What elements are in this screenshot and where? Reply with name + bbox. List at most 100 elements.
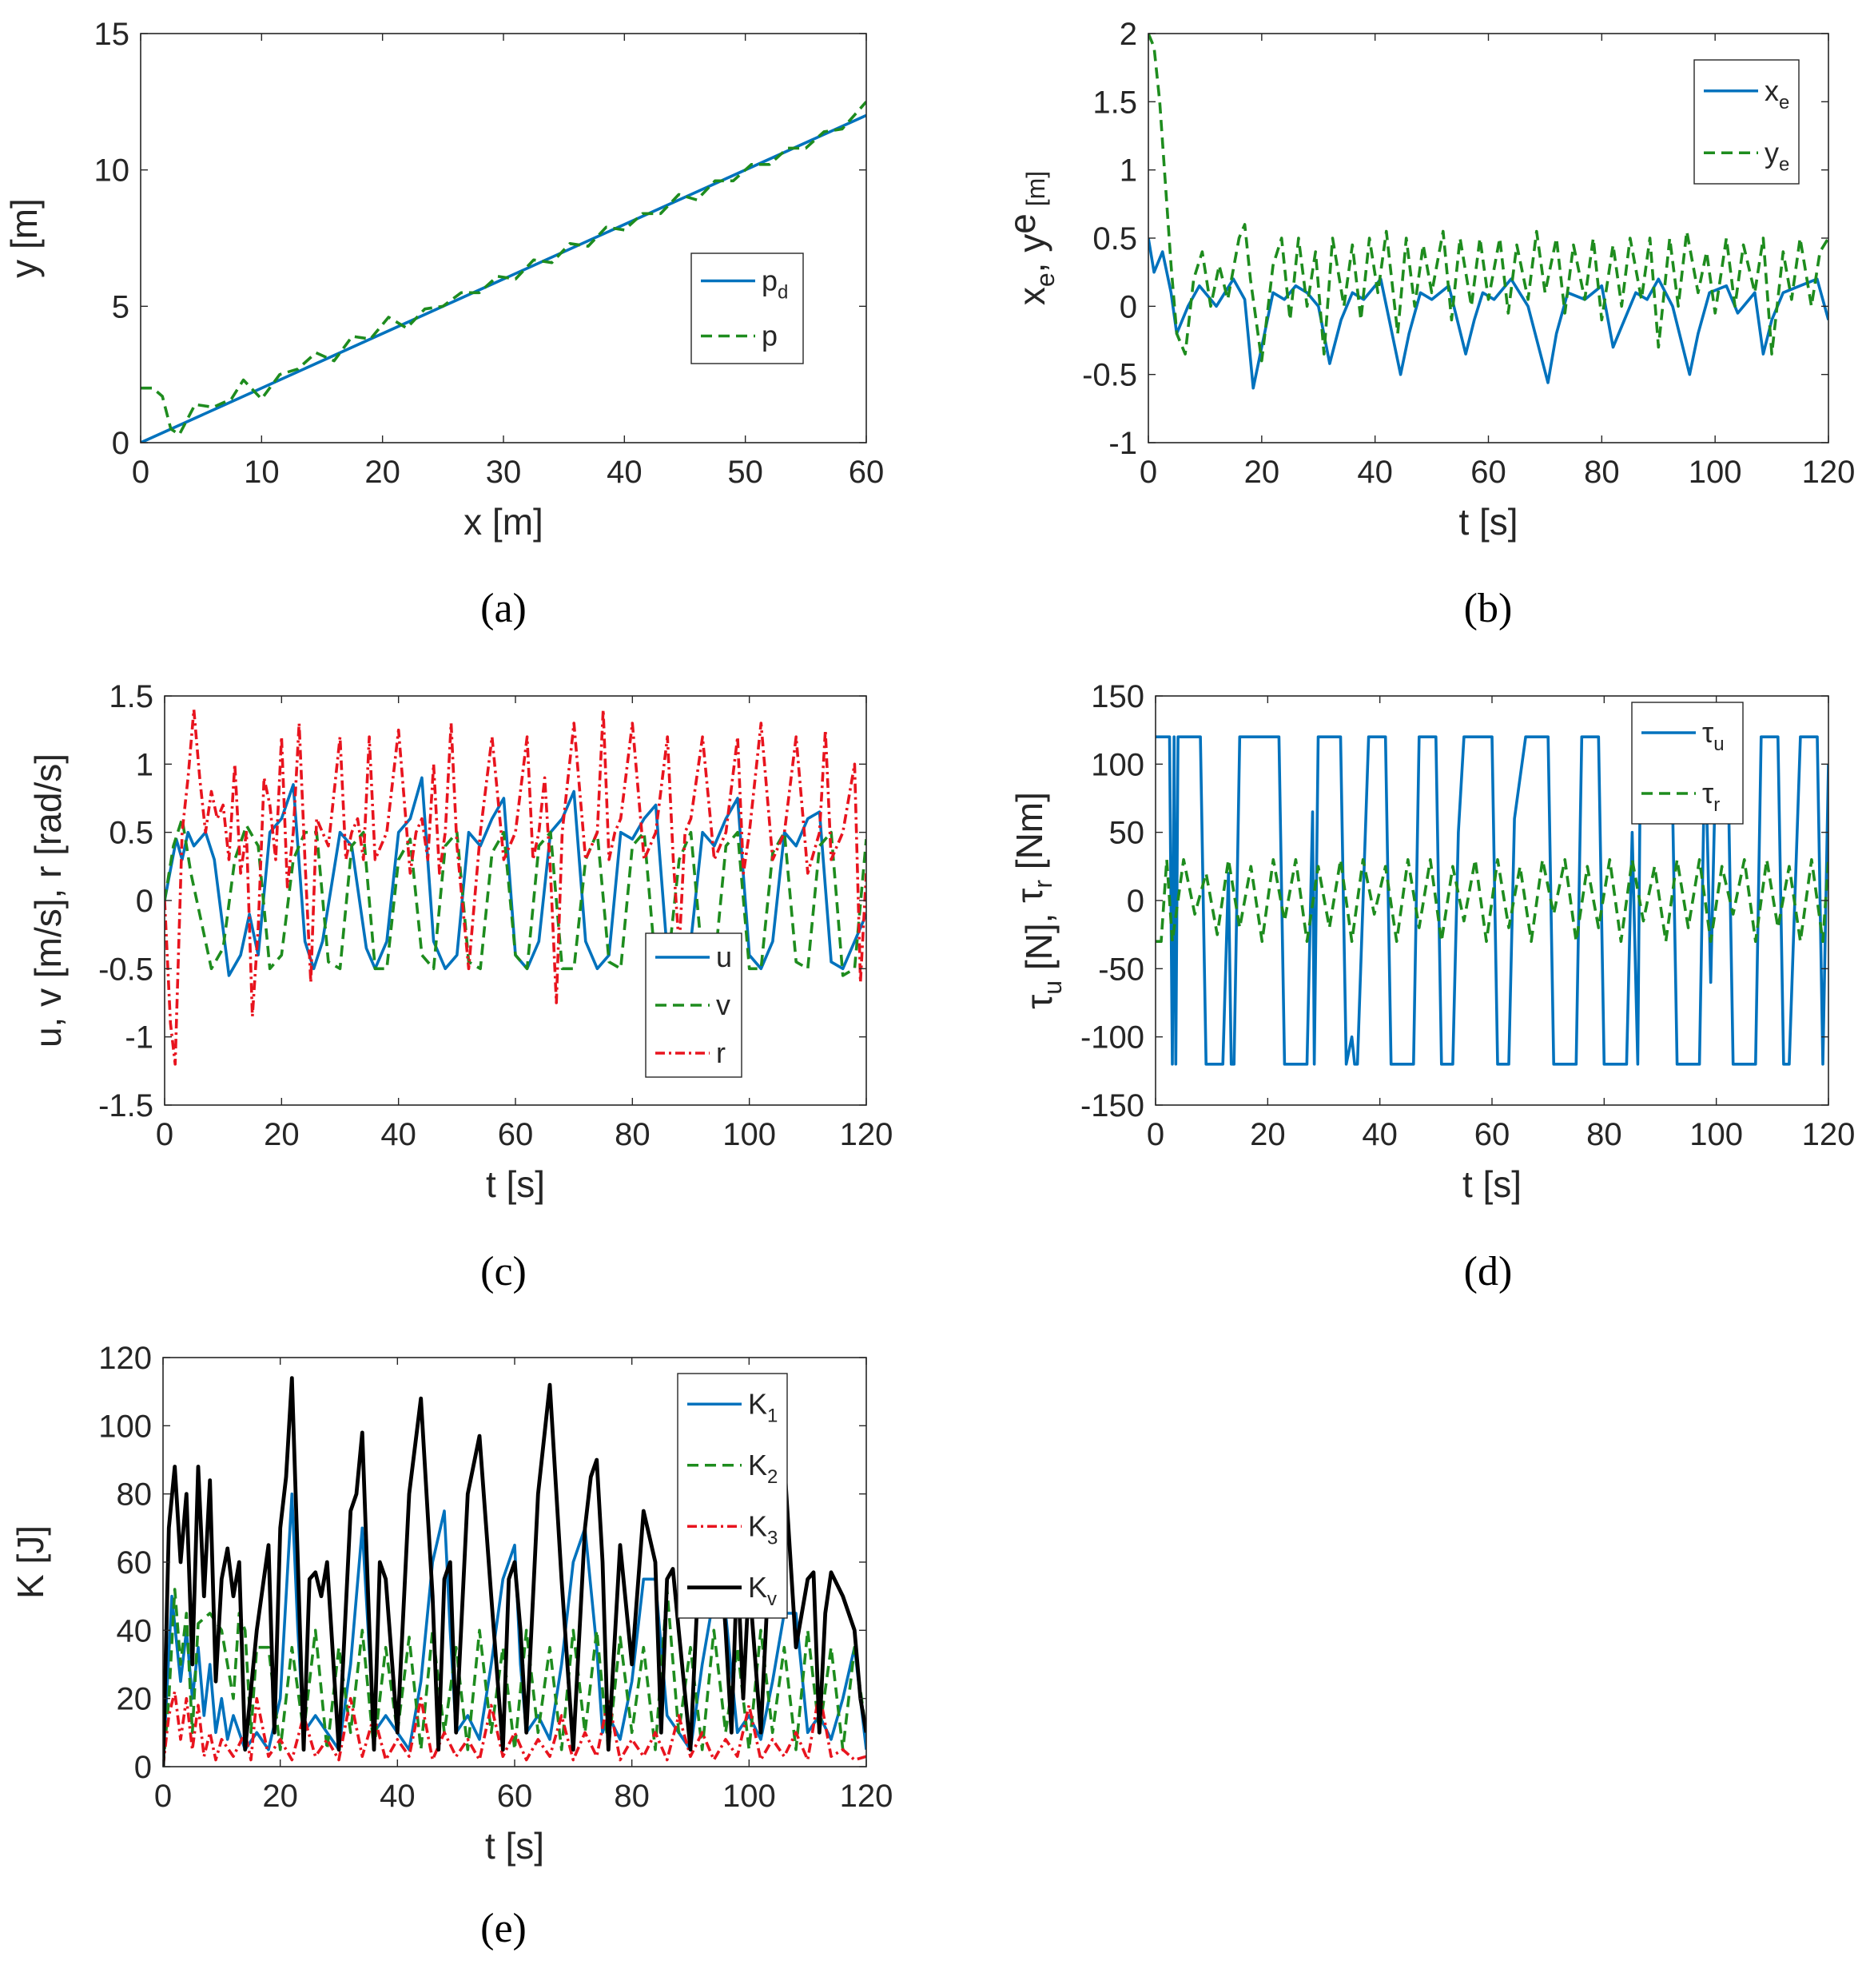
x-tick-label: 80	[614, 1779, 650, 1814]
legend-label-K_3: K3	[748, 1509, 778, 1549]
x-tick-label: 120	[1802, 1117, 1856, 1152]
legend-box	[1631, 702, 1744, 825]
x-tick-label: 100	[722, 1117, 776, 1152]
y-tick-label: 80	[117, 1477, 153, 1513]
panel-d: 0 20 40 60 80 100 120 -150 -100 -50 0 50 100 150 t [s]…	[1009, 679, 1855, 1294]
x-tick-label: 10	[244, 455, 280, 490]
x-axis-label: t [s]	[1462, 1163, 1522, 1205]
y-tick-label: 0	[112, 426, 129, 461]
y-tick-label: -1	[125, 1020, 153, 1056]
x-tick-label: 80	[1586, 1117, 1622, 1152]
panel-c: 0 20 40 60 80 100 120 -1.5 -1 -0.5 0 0.5 1 1.5 t [s] u,…	[27, 679, 893, 1294]
legend-box	[1693, 59, 1800, 185]
legend-box	[690, 252, 804, 364]
legend-label-x_e: xe	[1765, 74, 1789, 113]
x-tick-label: 20	[264, 1117, 300, 1152]
x-axis-label: t [s]	[1458, 501, 1518, 543]
panel-b: 0 20 40 60 80 100 120 -1 -0.5 0 0.5 1 1.5 2 t [s] xe, y…	[1001, 17, 1855, 631]
y-tick-label: 40	[117, 1613, 153, 1648]
series-K_3	[163, 1690, 866, 1767]
x-tick-label: 120	[1802, 455, 1856, 490]
y-tick-label: 0	[134, 1750, 152, 1785]
legend: xe ye	[1693, 59, 1800, 185]
legend-label-tau_r: τr	[1702, 777, 1720, 816]
legend-label-K_1: K1	[748, 1387, 778, 1426]
x-tick-label: 60	[849, 455, 885, 490]
x-tick-label: 100	[722, 1779, 776, 1814]
x-tick-label: 40	[1357, 455, 1393, 490]
legend-label-p_d: pd	[762, 264, 788, 304]
series-x_e	[1148, 237, 1828, 390]
legend-label-p: p	[762, 320, 778, 352]
y-tick-label: 0.5	[1092, 221, 1137, 256]
y-axis-label: y [m]	[3, 198, 45, 278]
y-tick-label: -0.5	[1082, 358, 1137, 393]
x-axis-label: x [m]	[464, 501, 543, 543]
x-tick-label: 40	[380, 1117, 416, 1152]
series-K_2	[163, 1588, 866, 1767]
y-axis-label: u, v [m/s], r [rad/s]	[27, 753, 69, 1048]
x-tick-label: 100	[1689, 455, 1742, 490]
y-tick-label: 20	[117, 1682, 153, 1717]
y-tick-label: -100	[1080, 1020, 1144, 1056]
x-tick-label: 60	[1474, 1117, 1510, 1152]
y-tick-label: 1	[136, 747, 153, 782]
x-tick-label: 0	[1140, 455, 1157, 490]
legend-label-r: r	[716, 1036, 726, 1069]
series-v	[165, 817, 866, 977]
plot-area	[165, 696, 866, 1105]
subfigure-label: (e)	[480, 1906, 527, 1951]
y-tick-label: 0	[1127, 884, 1144, 919]
y-axis-label: xe, ye [m]	[1001, 171, 1060, 305]
y-tick-label: 1	[1120, 153, 1137, 189]
x-axis-label: t [s]	[486, 1163, 545, 1205]
y-tick-label: 5	[112, 289, 129, 324]
x-tick-label: 40	[607, 455, 643, 490]
legend-label-K_2: K2	[748, 1449, 778, 1488]
subfigure-label: (a)	[480, 586, 527, 631]
y-tick-label: -150	[1080, 1088, 1144, 1123]
legend-label-u: u	[716, 940, 732, 973]
x-tick-label: 0	[156, 1117, 173, 1152]
legend-label-K_v: Kv	[748, 1571, 777, 1610]
y-tick-label: 0	[136, 884, 153, 919]
x-tick-label: 20	[1250, 1117, 1286, 1152]
x-tick-label: 120	[840, 1779, 893, 1814]
x-tick-label: 60	[1470, 455, 1506, 490]
subfigure-label: (d)	[1464, 1249, 1513, 1294]
x-tick-label: 60	[498, 1117, 534, 1152]
y-tick-label: -1	[1108, 426, 1137, 461]
y-tick-label: 50	[1109, 816, 1145, 851]
legend: pd p	[690, 252, 804, 364]
x-tick-label: 40	[1362, 1117, 1398, 1152]
legend: uvr	[645, 932, 742, 1078]
x-tick-label: 20	[1244, 455, 1280, 490]
y-tick-label: 10	[94, 153, 130, 189]
x-tick-label: 120	[840, 1117, 893, 1152]
legend: τu τr	[1631, 702, 1744, 825]
x-tick-label: 80	[1584, 455, 1620, 490]
y-tick-label: 0.5	[109, 816, 153, 851]
x-tick-label: 60	[497, 1779, 533, 1814]
x-tick-label: 80	[615, 1117, 651, 1152]
y-tick-label: 0	[1120, 289, 1137, 324]
x-tick-label: 0	[1147, 1117, 1164, 1152]
y-tick-label: -50	[1098, 952, 1144, 987]
subfigure-label: (c)	[480, 1249, 527, 1294]
panel-a: 0 10 20 30 40 50 60 0 5 10 15 x [m] y [m] pd p (a)	[3, 17, 884, 631]
series-p	[141, 101, 866, 436]
y-tick-label: 100	[1091, 747, 1144, 782]
y-axis-label: τu [N], τr [Nm]	[1009, 792, 1067, 1009]
x-axis-label: t [s]	[485, 1825, 544, 1867]
y-tick-label: 1.5	[109, 679, 153, 714]
y-tick-label: 1.5	[1092, 85, 1137, 120]
plot-area	[141, 34, 866, 443]
y-tick-label: 60	[117, 1545, 153, 1580]
x-tick-label: 0	[132, 455, 149, 490]
y-tick-label: 100	[98, 1409, 152, 1444]
series-r	[165, 708, 866, 1066]
subfigure-label: (b)	[1464, 586, 1513, 631]
x-tick-label: 0	[154, 1779, 172, 1814]
y-tick-label: 2	[1120, 17, 1137, 52]
series-u	[165, 776, 866, 977]
